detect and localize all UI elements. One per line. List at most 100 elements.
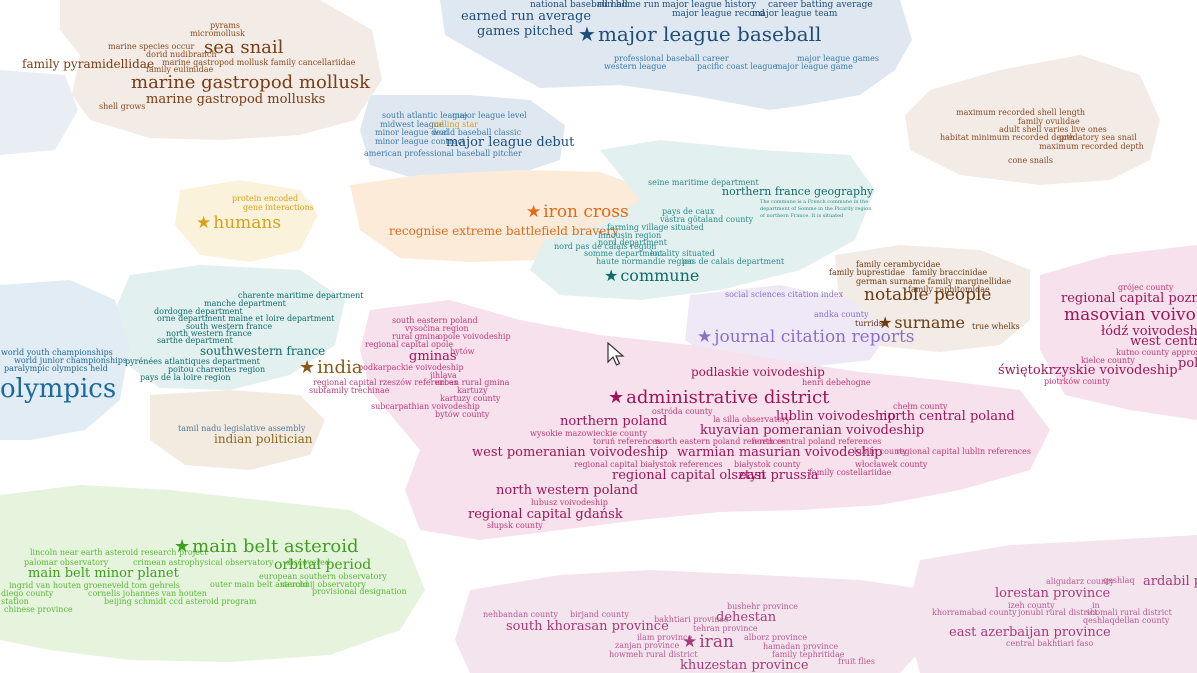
region-olympics[interactable] (0, 280, 130, 440)
label-south-eastern-poland[interactable]: south eastern poland (392, 317, 478, 325)
label-adult-shell-varies[interactable]: adult shell varies live ones (999, 126, 1107, 134)
label-family-tephritidae[interactable]: family tephritidae (772, 651, 845, 659)
label-major-league-level[interactable]: major league level (452, 112, 527, 120)
region-major-league-baseball[interactable] (440, 0, 912, 110)
label-south-khorasan-province[interactable]: south khorasan province (506, 620, 669, 633)
label-tamil-nadu-legislative-assembly[interactable]: tamil nadu legislative assembly (178, 425, 305, 433)
label-opole-voivodeship[interactable]: opole voivodeship (438, 333, 511, 341)
label-true-whelks[interactable]: true whelks (972, 323, 1020, 331)
label-bushehr-province[interactable]: bushehr province (727, 603, 798, 611)
label-shell-grows[interactable]: shell grows (99, 103, 145, 111)
label-german-surname-family-marginellidae[interactable]: german surname family marginellidae (856, 278, 1011, 286)
label-micromollusk[interactable]: micromollusk (190, 30, 245, 38)
label-north-eastern-poland-references[interactable]: north eastern poland references (655, 438, 786, 446)
label-habitat-minimum-recorded-depth[interactable]: habitat minimum recorded depth (940, 134, 1075, 142)
label-european-southern-observatory[interactable]: european southern observatory (259, 573, 387, 581)
label-commune[interactable]: ★ commune (604, 268, 699, 284)
label-sarthe-department[interactable]: sarthe department (157, 337, 233, 345)
label-regional-capital-rzeszow-references[interactable]: regional capital rzeszów references (313, 379, 458, 387)
label-gminas[interactable]: gminas (409, 350, 457, 363)
label-regional-capital-gdansk[interactable]: regional capital gdańsk (468, 508, 623, 521)
label-career-batting-average[interactable]: career batting average (768, 1, 873, 10)
label-masovian-voivodeship[interactable]: masovian voivo (1064, 307, 1196, 324)
label-major-league-games[interactable]: major league games (797, 55, 879, 63)
label-family-costellariidae[interactable]: family costellariidae (809, 469, 891, 477)
label-commune-description-1[interactable]: The commune is a French commune in the (760, 200, 868, 205)
label-nauchnij-observatory[interactable]: nauchnij observatory (280, 581, 366, 589)
label-minor-league-deal[interactable]: minor league deal (375, 129, 448, 137)
label-national-baseball-hall[interactable]: national baseball hall (530, 1, 628, 10)
label-india[interactable]: ★ india (299, 359, 363, 377)
label-kielce-county[interactable]: kielce county (1081, 357, 1135, 365)
label-major-league-record[interactable]: major league record (672, 10, 765, 19)
label-chelm-county[interactable]: chełm county (893, 403, 947, 411)
label-major-league-game[interactable]: major league game (775, 63, 853, 71)
label-pacific-coast-league[interactable]: pacific coast league (697, 63, 777, 71)
label-somme-department[interactable]: somme department (584, 250, 663, 258)
label-piotrkow-county[interactable]: piotrków county (1044, 378, 1110, 386)
label-beijing-schmidt-ccd-asteroid-program[interactable]: beijing schmidt ccd asteroid program (104, 598, 256, 606)
label-chinese-province[interactable]: chinese province (4, 606, 73, 614)
label-fruit-flies[interactable]: fruit flies (838, 658, 875, 666)
region-commune[interactable] (530, 140, 875, 300)
label-major-league-baseball[interactable]: ★ major league baseball (578, 24, 821, 44)
label-sea-snail[interactable]: sea snail (204, 39, 283, 57)
label-khorramabad-county[interactable]: khorramabad county (932, 609, 1016, 617)
label-world-junior-championships[interactable]: world junior championships (14, 357, 127, 365)
label-gene-interactions[interactable]: gene interactions (243, 204, 314, 212)
label-family-pyramidellidae[interactable]: family pyramidellidae (22, 58, 154, 70)
label-lublin-voivodeship[interactable]: lublin voivodeship (776, 410, 896, 423)
label-marine-gastropod-mollusk-family-cancellariidae[interactable]: marine gastropod mollusk family cancella… (162, 59, 355, 67)
label-main-belt-asteroid[interactable]: ★ main belt asteroid (174, 538, 358, 556)
label-diego-county[interactable]: diego county (1, 590, 53, 598)
label-family-raphitomidae[interactable]: family raphitomidae (908, 286, 990, 294)
label-social-sciences-citation-index[interactable]: social sciences citation index (725, 291, 843, 299)
label-podlaskie-voivodeship[interactable]: podlaskie voivodeship (691, 366, 825, 378)
label-pol[interactable]: pol (1178, 357, 1197, 370)
label-marine-species-occur[interactable]: marine species occur (108, 43, 194, 51)
label-earned-run-average[interactable]: earned run average (461, 10, 591, 23)
region-southwestern-france[interactable] (115, 265, 345, 390)
label-surname[interactable]: ★ surname (878, 315, 965, 331)
label-andka-county[interactable]: andka county (814, 311, 869, 319)
label-zanjan-province[interactable]: zanjan province (615, 642, 679, 650)
label-birjand-county[interactable]: birjand county (570, 611, 629, 619)
label-northern-france-geography[interactable]: northern france geography (722, 186, 873, 197)
label-nord-department[interactable]: nord department (598, 239, 667, 247)
label-haute-normandie-region[interactable]: haute normandie region (596, 258, 694, 266)
label-subcarpathian-voivodeship[interactable]: subcarpathian voivodeship (371, 403, 480, 411)
label-marine-gastropod-mollusks[interactable]: marine gastropod mollusks (146, 93, 325, 106)
label-wloclawek-county[interactable]: włocławek county (855, 461, 927, 469)
label-commune-description-3[interactable]: of northern France. It is situated (760, 214, 843, 219)
label-notable-people[interactable]: notable people (864, 287, 992, 304)
label-izeh-county[interactable]: izeh county (1008, 602, 1055, 610)
label-world-youth-championships[interactable]: world youth championships (1, 349, 113, 357)
label-east-prussia[interactable]: east prussia (739, 469, 819, 482)
label-warmian-masurian-voivodeship[interactable]: warmian masurian voivodeship (677, 446, 883, 459)
region-surname[interactable] (835, 245, 1030, 352)
label-podkarpackie-voivodeship[interactable]: podkarpackie voivodeship (358, 364, 464, 372)
label-charente-maritime-department[interactable]: charente maritime department (238, 292, 363, 300)
label-dorid-nudibranch[interactable]: dorid nudibranch (146, 51, 216, 59)
label-main-belt-minor-planet[interactable]: main belt minor planet (28, 567, 179, 580)
label-southwestern-france[interactable]: southwestern france (200, 345, 325, 357)
label-provisional-designation[interactable]: provisional designation (312, 588, 407, 596)
label-humans[interactable]: ★ humans (196, 215, 281, 232)
label-khuzestan-province[interactable]: khuzestan province (680, 659, 809, 672)
label-orbital-period[interactable]: orbital period (274, 558, 371, 572)
label-locality-situated[interactable]: locality situated (650, 250, 715, 258)
label-dordogne-department[interactable]: dordogne department (154, 308, 243, 316)
region-humans[interactable] (175, 180, 318, 262)
label-bialystok-county[interactable]: białystok county (734, 461, 800, 469)
label-journal-citation-reports[interactable]: ★ journal citation reports (697, 329, 915, 346)
label-paralympic-olympics-held[interactable]: paralympic olympics held (4, 365, 108, 373)
label-kartuzy-county[interactable]: kartuzy county (440, 395, 500, 403)
label-regional-capital-olsztyn[interactable]: regional capital olsztyn (612, 469, 766, 482)
label-maximum-recorded-shell-length[interactable]: maximum recorded shell length (956, 109, 1085, 117)
label-crimean-astrophysical-observatory[interactable]: crimean astrophysical observatory (133, 559, 273, 567)
label-major-league-debut[interactable]: major league debut (446, 136, 574, 149)
label-orne-department-maine-et-loire[interactable]: orne department maine et loire departmen… (157, 315, 334, 323)
region-masovian[interactable] (1040, 245, 1197, 420)
label-maximum-recorded-depth[interactable]: maximum recorded depth (1039, 143, 1144, 151)
label-poitou-charentes-region[interactable]: poitou charentes region (168, 366, 265, 374)
